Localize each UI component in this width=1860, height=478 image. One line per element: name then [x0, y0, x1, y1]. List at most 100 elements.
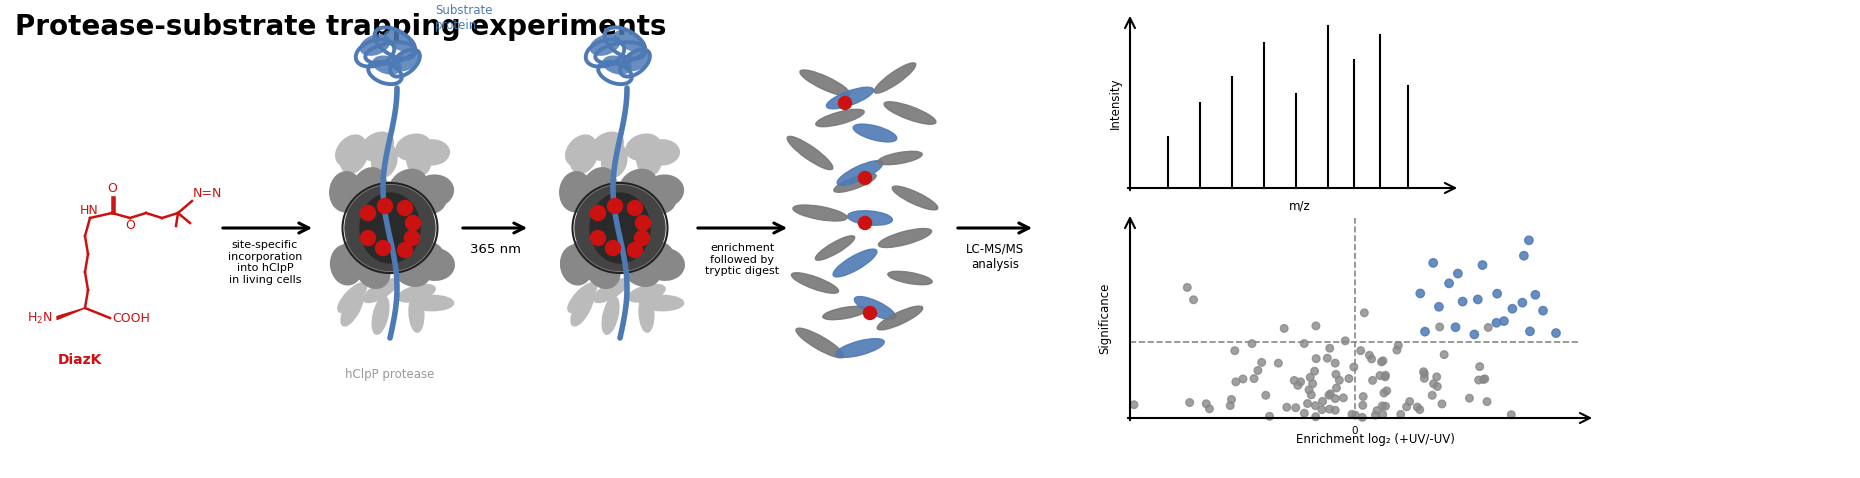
- Ellipse shape: [878, 228, 932, 248]
- Circle shape: [1309, 380, 1317, 388]
- Circle shape: [1311, 368, 1319, 375]
- Text: $\mathsf{H_2N}$: $\mathsf{H_2N}$: [28, 310, 52, 326]
- Ellipse shape: [372, 55, 402, 75]
- Circle shape: [1190, 296, 1198, 304]
- Circle shape: [1326, 405, 1334, 413]
- Circle shape: [1507, 411, 1516, 419]
- Text: m/z: m/z: [1289, 200, 1311, 213]
- Circle shape: [1131, 401, 1138, 409]
- Ellipse shape: [339, 178, 372, 217]
- Ellipse shape: [636, 181, 675, 214]
- Ellipse shape: [627, 284, 666, 302]
- Ellipse shape: [640, 295, 684, 311]
- Circle shape: [1395, 341, 1402, 349]
- Ellipse shape: [571, 291, 593, 326]
- Ellipse shape: [591, 132, 623, 161]
- Circle shape: [1421, 374, 1428, 382]
- Circle shape: [859, 172, 872, 185]
- Ellipse shape: [567, 239, 601, 279]
- Ellipse shape: [361, 132, 392, 161]
- Circle shape: [1428, 259, 1438, 267]
- Ellipse shape: [396, 134, 430, 160]
- Ellipse shape: [383, 30, 417, 52]
- Ellipse shape: [884, 102, 936, 124]
- Ellipse shape: [636, 141, 662, 175]
- Circle shape: [1319, 406, 1326, 413]
- Ellipse shape: [398, 284, 435, 302]
- Circle shape: [1341, 337, 1348, 345]
- Circle shape: [1293, 404, 1300, 412]
- Ellipse shape: [569, 178, 603, 217]
- Ellipse shape: [854, 124, 897, 142]
- Ellipse shape: [411, 295, 454, 311]
- Circle shape: [1380, 389, 1388, 397]
- Ellipse shape: [404, 242, 443, 275]
- Ellipse shape: [874, 63, 915, 93]
- Text: Significance: Significance: [1099, 282, 1112, 354]
- Circle shape: [1261, 391, 1270, 399]
- Circle shape: [1402, 403, 1410, 411]
- Ellipse shape: [644, 140, 679, 165]
- Text: 0: 0: [1352, 426, 1358, 436]
- Ellipse shape: [796, 328, 844, 358]
- Text: O: O: [126, 219, 136, 232]
- Circle shape: [1300, 340, 1308, 348]
- Ellipse shape: [565, 135, 595, 166]
- Circle shape: [1466, 394, 1473, 402]
- Ellipse shape: [374, 182, 409, 218]
- Ellipse shape: [837, 161, 883, 185]
- Ellipse shape: [331, 245, 363, 285]
- Ellipse shape: [603, 182, 640, 218]
- Circle shape: [1378, 358, 1386, 366]
- Circle shape: [636, 216, 651, 230]
- Ellipse shape: [822, 306, 867, 320]
- Circle shape: [1479, 261, 1486, 269]
- Ellipse shape: [340, 291, 363, 326]
- Circle shape: [1324, 391, 1334, 399]
- Circle shape: [1332, 359, 1339, 367]
- Circle shape: [1358, 347, 1365, 355]
- Circle shape: [1475, 363, 1484, 370]
- Circle shape: [1428, 391, 1436, 399]
- Circle shape: [1283, 403, 1291, 411]
- Circle shape: [1319, 398, 1326, 405]
- Circle shape: [1525, 236, 1533, 244]
- Ellipse shape: [389, 169, 428, 204]
- Circle shape: [1393, 346, 1401, 354]
- Circle shape: [1421, 370, 1428, 378]
- Circle shape: [1551, 329, 1561, 337]
- Circle shape: [1438, 400, 1445, 408]
- Circle shape: [1432, 373, 1440, 380]
- Circle shape: [1484, 324, 1492, 331]
- Circle shape: [1306, 386, 1313, 393]
- Ellipse shape: [835, 338, 883, 358]
- Circle shape: [1226, 402, 1233, 409]
- Ellipse shape: [634, 242, 673, 275]
- Ellipse shape: [344, 185, 435, 271]
- Ellipse shape: [361, 193, 420, 263]
- Text: N=N: N=N: [193, 187, 223, 200]
- Text: enrichment
followed by
tryptic digest: enrichment followed by tryptic digest: [705, 243, 779, 276]
- Ellipse shape: [603, 55, 632, 75]
- Ellipse shape: [372, 296, 389, 334]
- Circle shape: [361, 230, 376, 246]
- Circle shape: [1415, 289, 1425, 298]
- Circle shape: [863, 306, 876, 319]
- Circle shape: [1311, 413, 1319, 421]
- Ellipse shape: [571, 140, 597, 173]
- Circle shape: [1311, 322, 1321, 330]
- Ellipse shape: [878, 152, 923, 165]
- Ellipse shape: [590, 193, 649, 263]
- Circle shape: [1531, 291, 1540, 299]
- Text: Enrichment log₂ (+UV/-UV): Enrichment log₂ (+UV/-UV): [1296, 433, 1455, 446]
- Ellipse shape: [394, 49, 422, 71]
- Circle shape: [1352, 412, 1360, 419]
- Circle shape: [859, 217, 872, 229]
- Circle shape: [1291, 377, 1298, 384]
- Circle shape: [1378, 411, 1386, 418]
- Circle shape: [1187, 399, 1194, 406]
- Ellipse shape: [415, 248, 454, 280]
- Circle shape: [361, 206, 376, 220]
- Circle shape: [1414, 403, 1421, 411]
- Circle shape: [1382, 387, 1391, 395]
